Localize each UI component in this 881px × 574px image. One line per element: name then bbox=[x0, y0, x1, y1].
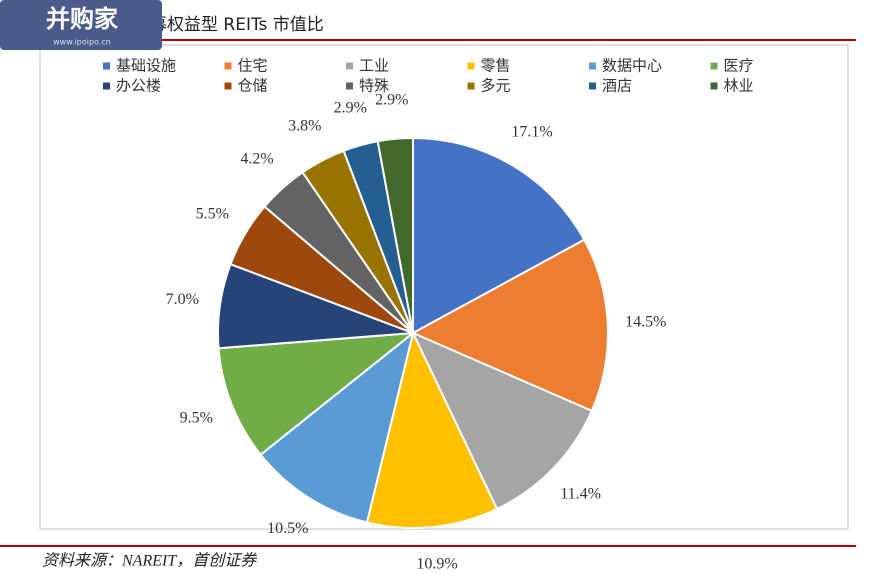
legend-swatch bbox=[224, 62, 232, 70]
logo-name: 并购家 bbox=[46, 5, 118, 33]
chart-title: 募权益型 REITs 市值比 bbox=[150, 15, 324, 35]
legend-swatch bbox=[589, 62, 596, 70]
legend-label: 多元 bbox=[481, 77, 511, 95]
source-note: 资料来源：NAREIT，首创证券 bbox=[42, 552, 258, 570]
legend-label: 办公楼 bbox=[116, 77, 161, 95]
legend-swatch bbox=[346, 82, 353, 90]
value-label: 7.0% bbox=[166, 291, 199, 308]
legend-swatch bbox=[710, 62, 718, 70]
pie-slice bbox=[376, 136, 414, 334]
legend-swatch bbox=[103, 82, 110, 90]
value-label: 2.9% bbox=[375, 92, 408, 109]
legend-label: 林业 bbox=[724, 77, 754, 95]
legend-swatch bbox=[589, 82, 596, 90]
pie-slice bbox=[410, 331, 594, 511]
legend-label: 住宅 bbox=[238, 57, 268, 75]
pie-slice bbox=[365, 330, 499, 529]
legend-swatch bbox=[710, 82, 718, 90]
value-label: 11.4% bbox=[560, 486, 601, 503]
legend-swatch bbox=[103, 62, 110, 70]
pie-slice bbox=[259, 330, 415, 524]
legend-label: 零售 bbox=[481, 57, 511, 75]
legend-swatch bbox=[467, 62, 475, 70]
pie-slice bbox=[412, 136, 586, 335]
value-label: 9.5% bbox=[180, 409, 213, 426]
value-label: 17.1% bbox=[511, 123, 552, 140]
legend-swatch bbox=[346, 62, 353, 70]
chart-frame bbox=[39, 44, 849, 530]
legend-label: 特殊 bbox=[359, 77, 389, 95]
legend-label: 工业 bbox=[359, 57, 389, 75]
pie-slice bbox=[217, 331, 417, 457]
logo-bg bbox=[0, 0, 162, 50]
pie-slice bbox=[410, 238, 609, 413]
value-label: 5.5% bbox=[196, 205, 229, 222]
legend-label: 仓储 bbox=[238, 77, 268, 95]
value-label: 10.9% bbox=[416, 555, 457, 572]
logo-url: www.ipoipo.cn bbox=[53, 38, 111, 47]
value-label: 10.5% bbox=[267, 520, 308, 537]
legend-swatch bbox=[467, 82, 475, 90]
value-label: 2.9% bbox=[334, 99, 367, 116]
legend-label: 医疗 bbox=[724, 57, 754, 75]
legend-label: 基础设施 bbox=[116, 57, 176, 75]
legend-label: 酒店 bbox=[602, 77, 632, 95]
value-label: 14.5% bbox=[625, 313, 666, 330]
legend-swatch bbox=[224, 82, 232, 90]
value-label: 3.8% bbox=[288, 117, 321, 134]
legend-label: 数据中心 bbox=[602, 57, 662, 75]
value-label: 4.2% bbox=[240, 151, 273, 168]
